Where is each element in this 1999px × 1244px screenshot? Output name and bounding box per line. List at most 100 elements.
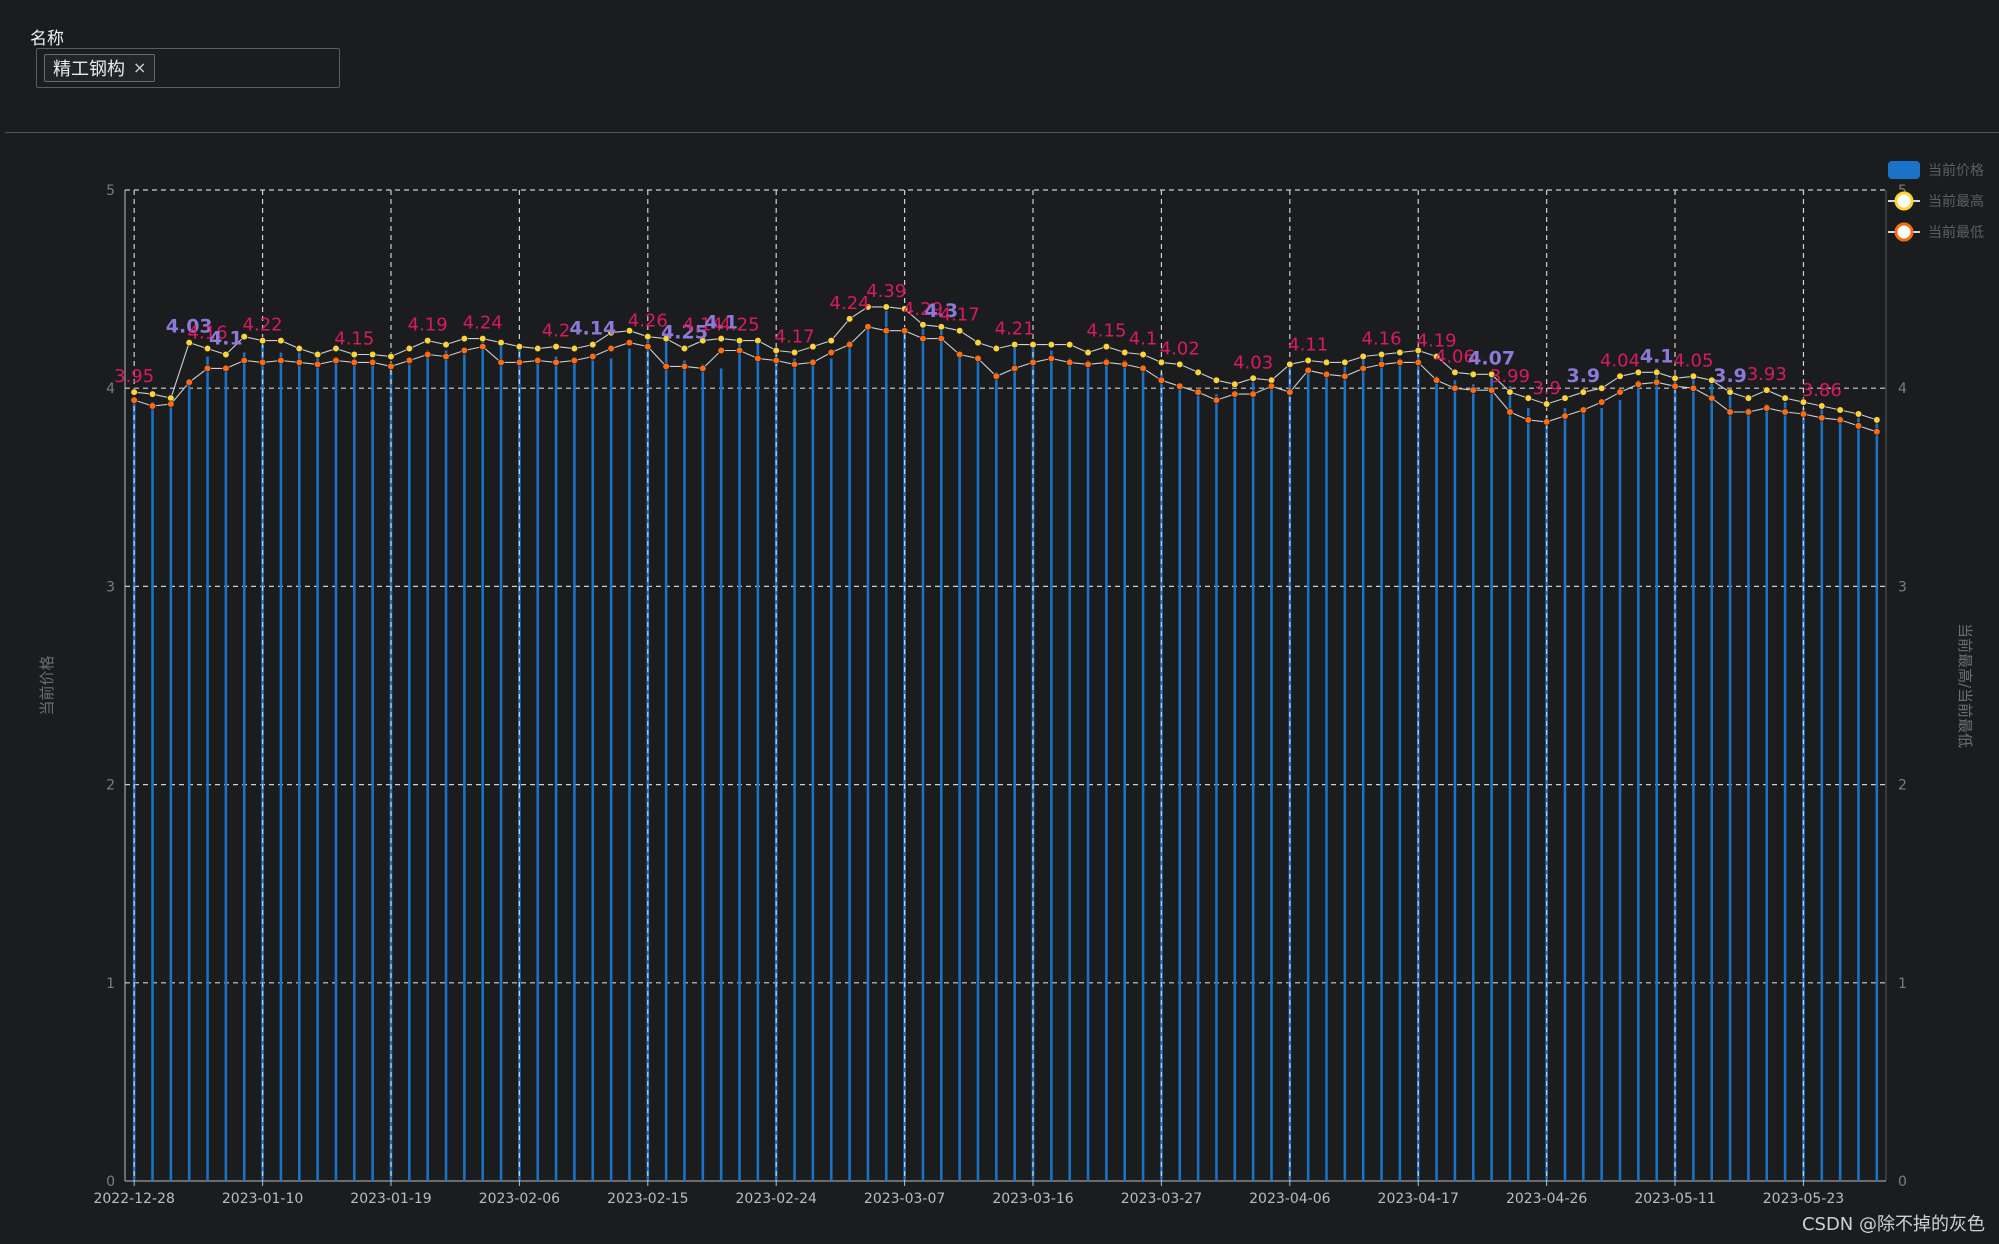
data-label: 4.1 [704,312,738,334]
price-bar [169,404,173,1181]
price-bar [408,364,411,1181]
high-point [240,333,248,341]
high-point [497,339,505,347]
low-point [754,354,762,363]
price-bar [1655,368,1658,1181]
low-point [919,335,927,343]
x-tick-label: 2023-03-07 [864,1191,945,1207]
data-label: 4.15 [334,329,374,350]
price-bar [1783,402,1787,1182]
high-point [1212,376,1221,384]
high-point [1818,402,1826,410]
price-bar [1508,386,1512,1181]
high-point [203,344,212,353]
data-label: 3.93 [1747,364,1787,385]
price-bar [628,348,631,1181]
low-point [240,356,248,365]
legend-swatch [1888,161,1920,179]
data-label: 3.99 [1490,366,1530,387]
high-point [919,321,927,329]
high-point [314,350,322,359]
high-point [1543,400,1551,408]
high-point [479,335,487,343]
high-point [1359,352,1367,361]
legend-item[interactable]: 当前最低 [1888,222,1984,242]
low-point [552,358,560,367]
high-point [258,337,267,345]
low-point [1744,408,1753,416]
price-bar [518,348,521,1181]
high-point [1598,384,1606,392]
price-bar [995,372,998,1181]
high-point [625,327,634,335]
data-label: 4.29 [903,299,943,320]
data-label: 4.14 [683,315,723,336]
low-point [1653,378,1661,386]
data-label: 4.02 [1160,338,1200,359]
low-point [625,339,634,347]
price-bar [664,338,668,1181]
high-point [1267,376,1276,384]
price-bar [224,368,228,1181]
price-bar [1178,384,1182,1182]
y-axis-title-left: 当前价格 [38,655,56,715]
high-point [1414,346,1422,355]
price-bar [1123,360,1127,1181]
price-bar [756,340,760,1182]
x-tick-label: 2023-01-19 [350,1191,431,1207]
low-point [1121,360,1129,369]
low-point [1011,364,1019,372]
low-point [1689,384,1697,392]
price-bar [1398,358,1402,1182]
legend-item[interactable]: 当前价格 [1888,161,1984,179]
low-point [1579,406,1587,414]
low-point [956,350,964,359]
data-label: 4.1 [1640,345,1674,367]
high-point [1653,368,1661,376]
price-bar [609,358,613,1182]
low-point [1029,358,1037,367]
price-bar [353,358,356,1182]
high-point [1561,394,1569,402]
low-point [1616,388,1624,396]
high-point [1506,388,1514,396]
high-point [1102,342,1110,351]
data-label: 3.95 [114,366,154,387]
high-point [534,344,542,353]
low-point [790,360,799,369]
price-bar [1031,346,1035,1181]
high-point [644,333,652,341]
price-bar [1141,368,1145,1181]
high-point [369,350,377,359]
price-bar [811,362,815,1182]
legend-item[interactable]: 当前最高 [1888,191,1984,211]
low-point [1139,364,1147,372]
low-point [901,327,909,335]
name-filter-select[interactable]: 精工钢构 × [36,48,340,88]
high-point [1763,386,1771,394]
high-point [1084,348,1092,357]
low-point [570,356,579,365]
high-point [1231,380,1239,388]
low-point [332,356,340,365]
data-label: 4.03 [1233,352,1273,373]
low-point [1598,398,1606,406]
low-point [1451,384,1459,392]
high-point [1066,340,1074,349]
data-label: 4.24 [463,313,503,334]
data-label: 4.25 [661,322,708,344]
close-icon[interactable]: × [133,58,147,77]
data-label: 4.17 [940,305,980,326]
x-tick-label: 2023-02-15 [607,1191,688,1207]
high-point [1689,372,1697,380]
low-point [1763,404,1771,412]
low-point [1432,376,1441,384]
high-point [864,303,872,311]
low-point [405,356,413,365]
low-point [1286,388,1294,396]
high-point [1616,372,1624,380]
legend-label: 当前最高 [1928,193,1984,210]
price-bar [1600,408,1603,1181]
data-label: 4.07 [1468,347,1515,369]
x-tick-label: 2023-04-06 [1249,1191,1330,1207]
